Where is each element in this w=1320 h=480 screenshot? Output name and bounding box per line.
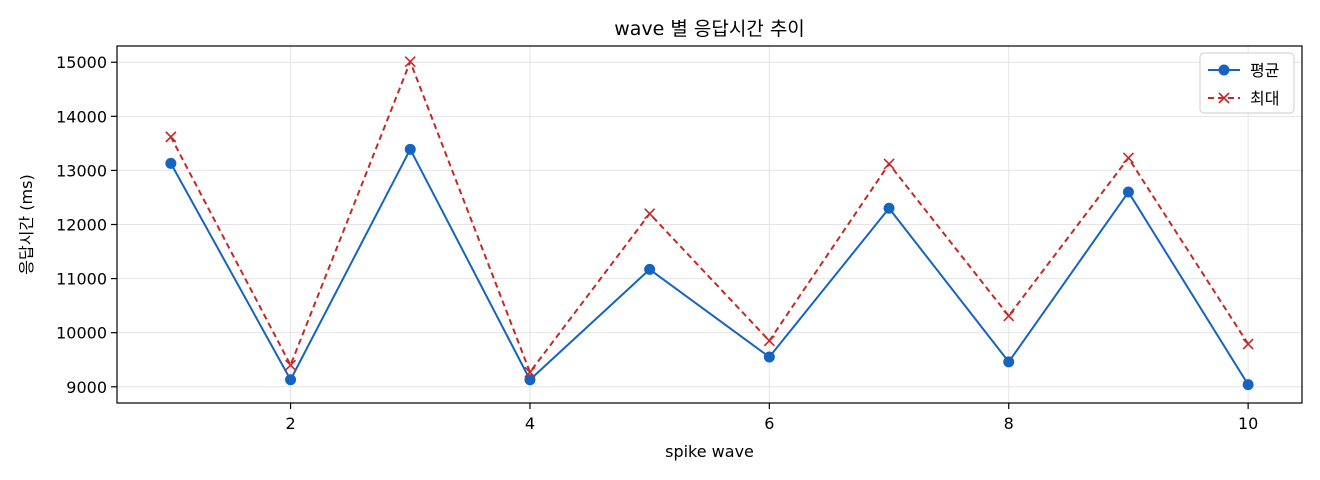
series-1-point [763,351,775,363]
series-2-point [1003,310,1015,322]
series-2-point [763,335,775,347]
series-2-point-stroke-b [165,131,177,143]
series-2-point-stroke-b [284,359,297,371]
axis-ticks: 2 4 6 8 10 9000 10000 11000 12000 13000 14000 15000 [56,53,1258,433]
series-2-point-stroke-b [1003,310,1015,322]
series-2-point [1122,152,1135,164]
y-axis-title: 응답시간 (ms) [17,174,36,274]
series-1-point [883,202,895,214]
series-1-point [524,374,536,386]
series-2-point-stroke-b [883,158,895,170]
x-tick-label: 10 [1238,414,1258,433]
series-2-point-stroke-b [524,366,536,378]
legend-swatch-marker [1218,92,1230,104]
series-1-point [1242,379,1254,391]
y-tick-label: 13000 [56,161,107,180]
series-1-line [169,148,1249,386]
series-2-point-stroke-b [763,335,775,347]
x-tick-label: 4 [525,414,535,433]
series-1-point [404,143,416,155]
y-tick-label: 14000 [56,107,107,126]
y-tick-label: 10000 [56,324,107,343]
legend-swatch-marker-stroke-b [1218,92,1230,104]
series-2-point-stroke-b [404,56,416,68]
y-tick-label: 12000 [56,216,107,235]
y-tick-label: 11000 [56,270,107,289]
series-1-point [1003,356,1015,368]
series-1-point [1122,186,1134,198]
legend-box [1199,52,1295,114]
series-2-point [524,366,536,378]
chart-title: wave 별 응답시간 추이 [614,18,805,40]
y-tick-label: 15000 [56,53,107,72]
series-1-point [165,157,177,169]
series-2-point-stroke-b [644,208,656,220]
legend-swatch-marker [1218,64,1230,76]
series-2-point [883,158,895,170]
y-tick-label: 9000 [66,378,107,397]
legend-label: 평균 [1250,61,1279,80]
series-1-point [644,263,656,275]
x-tick-label: 6 [764,414,774,433]
x-axis-title: spike wave [665,442,754,461]
plot-frame [116,45,1303,404]
series-2-point [165,131,177,143]
series-2-point [644,208,656,220]
legend-label: 최대 [1250,89,1279,108]
series-1-point [285,374,297,386]
series-lines [165,56,1254,391]
series-2-point-stroke-b [1122,152,1135,164]
series-2-point-stroke-b [1242,338,1254,350]
series-2-point [1242,338,1254,350]
series-2-line [169,60,1249,374]
series-2-point [404,56,416,68]
x-tick-label: 8 [1004,414,1014,433]
x-tick-label: 2 [285,414,295,433]
series-2-point [284,359,297,371]
